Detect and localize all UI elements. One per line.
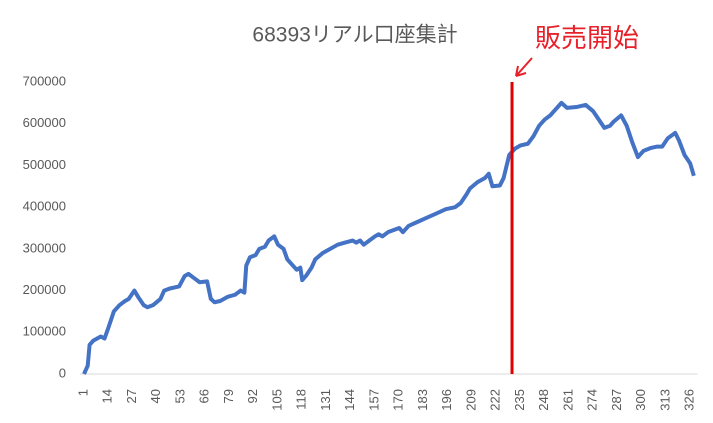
- x-tick-label: 287: [609, 389, 624, 411]
- data-line: [82, 100, 696, 375]
- x-tick-label: 118: [294, 389, 309, 410]
- chart-title: 68393リアル口座集計: [252, 24, 457, 47]
- x-tick-label: 157: [366, 389, 381, 411]
- annotation-text: 販売開始: [535, 23, 639, 53]
- x-tick-label: 313: [657, 389, 672, 411]
- x-tick-label: 196: [439, 389, 454, 411]
- x-tick-label: 222: [488, 389, 503, 411]
- x-tick-label: 261: [560, 389, 575, 411]
- y-tick-label: 100000: [23, 324, 66, 339]
- x-tick-label: 183: [415, 389, 430, 411]
- y-tick-label: 0: [59, 365, 66, 380]
- x-tick-label: 27: [124, 389, 139, 403]
- x-tick-label: 66: [197, 389, 212, 403]
- x-tick-label: 300: [633, 389, 648, 411]
- y-tick-label: 300000: [23, 240, 66, 255]
- x-tick-label: 53: [172, 389, 187, 403]
- x-tick-label: 1: [75, 389, 90, 396]
- x-tick-label: 274: [585, 389, 600, 411]
- x-tick-label: 144: [342, 389, 357, 411]
- y-tick-label: 400000: [23, 199, 66, 214]
- y-tick-label: 600000: [23, 115, 66, 130]
- x-tick-label: 170: [391, 389, 406, 411]
- x-tick-label: 209: [463, 389, 478, 411]
- y-tick-label: 200000: [23, 282, 66, 297]
- x-tick-label: 92: [245, 389, 260, 403]
- x-tick-label: 248: [536, 389, 551, 411]
- y-tick-label: 500000: [23, 157, 66, 172]
- y-tick-label: 700000: [23, 73, 66, 88]
- annotation-arrow: [515, 57, 533, 77]
- x-tick-label: 235: [512, 389, 527, 411]
- x-tick-label: 326: [682, 389, 697, 411]
- x-tick-label: 40: [148, 389, 163, 403]
- x-tick-label: 131: [318, 389, 333, 411]
- x-tick-label: 79: [221, 389, 236, 403]
- x-tick-label: 105: [269, 389, 284, 411]
- x-tick-label: 14: [100, 389, 115, 403]
